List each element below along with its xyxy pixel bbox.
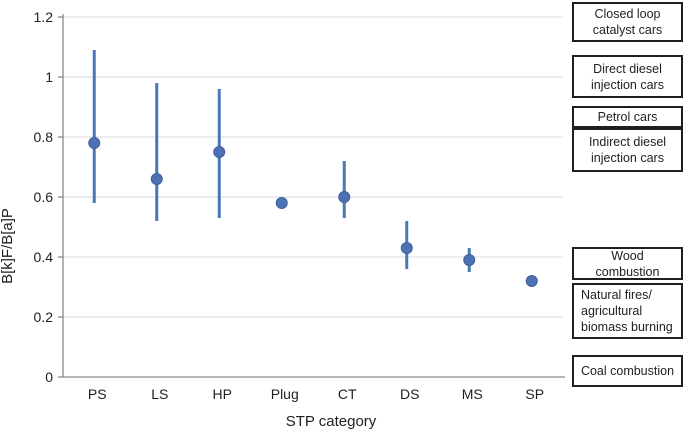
y-tick-label: 1 <box>45 69 53 85</box>
source-box-petrol-cars: Petrol cars <box>572 106 683 128</box>
x-tick-label: DS <box>400 386 419 402</box>
x-axis-title: STP category <box>286 413 377 430</box>
source-box-direct-diesel-injection-cars: Direct diesel injection cars <box>572 55 683 98</box>
x-tick-label: CT <box>338 386 357 402</box>
data-point <box>463 254 476 266</box>
source-box-label: Natural fires/ agricultural biomass burn… <box>581 288 673 334</box>
data-point <box>88 137 101 149</box>
source-box-label: Closed loop catalyst cars <box>592 7 663 37</box>
x-tick-label: Plug <box>271 386 299 402</box>
data-point <box>275 197 288 209</box>
y-tick-label: 0.2 <box>34 309 54 325</box>
data-point <box>150 173 163 185</box>
source-box-indirect-diesel-injection-cars: Indirect diesel injection cars <box>572 128 683 172</box>
x-tick-label: HP <box>213 386 232 402</box>
source-box-label: Petrol cars <box>597 110 658 124</box>
source-box-coal-combustion: Coal combustion <box>572 355 683 387</box>
source-box-wood-combustion: Wood combustion <box>572 247 683 280</box>
y-axis-title: B[k]F/B[a]P <box>0 208 16 284</box>
y-tick-label: 0.6 <box>34 189 54 205</box>
data-point <box>338 191 351 203</box>
data-point <box>525 275 538 287</box>
x-tick-label: PS <box>88 386 107 402</box>
y-tick-label: 0 <box>45 369 53 385</box>
source-box-label: Indirect diesel injection cars <box>588 135 667 165</box>
y-tick-label: 0.4 <box>34 249 54 265</box>
x-tick-label: SP <box>525 386 544 402</box>
source-box-label: Coal combustion <box>580 364 675 378</box>
y-tick-label: 1.2 <box>34 9 54 25</box>
data-point <box>400 242 413 254</box>
source-box-closed-loop-catalyst-cars: Closed loop catalyst cars <box>572 2 683 42</box>
source-box-label: Wood combustion <box>595 248 660 279</box>
y-tick-label: 0.8 <box>34 129 54 145</box>
source-box-label: Direct diesel injection cars <box>591 61 664 92</box>
data-point <box>213 146 226 158</box>
x-tick-label: LS <box>151 386 168 402</box>
x-tick-label: MS <box>462 386 483 402</box>
source-box-natural-fires-agricultural-biomass-burning: Natural fires/ agricultural biomass burn… <box>572 283 683 339</box>
